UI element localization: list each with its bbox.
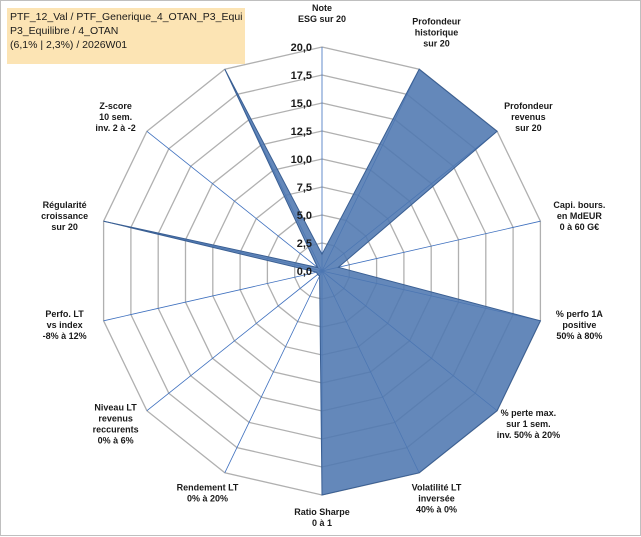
axis-label-11-line-2: sur 20 bbox=[51, 222, 78, 232]
axis-label-3-line-0: Capi. bours. bbox=[553, 200, 605, 210]
tick-label-7: 17,5 bbox=[291, 70, 312, 82]
title-line-2: P3_Equilibre / 4_OTAN bbox=[10, 24, 242, 38]
axis-label-4-line-0: % perfo 1A bbox=[556, 309, 604, 319]
title-line-1: PTF_12_Val / PTF_Generique_4_OTAN_P3_Equ… bbox=[10, 10, 242, 24]
axis-label-6-line-0: Volatilité LT bbox=[412, 483, 462, 493]
axis-label-1-line-1: historique bbox=[415, 27, 459, 37]
axis-label-2-line-2: sur 20 bbox=[515, 123, 542, 133]
axis-label-6-line-2: 40% à 0% bbox=[416, 505, 457, 515]
axis-label-1-line-2: sur 20 bbox=[423, 38, 450, 48]
axis-label-0-line-1: ESG sur 20 bbox=[298, 14, 346, 24]
axis-label-9-line-2: reccurents bbox=[93, 424, 139, 434]
axis-label-12-line-0: Z-score bbox=[99, 101, 132, 111]
axis-label-11-line-0: Régularité bbox=[43, 200, 87, 210]
axis-label-10-line-0: Perfo. LT bbox=[45, 309, 84, 319]
axis-label-10-line-2: -8% à 12% bbox=[43, 331, 87, 341]
axis-label-2-line-1: revenus bbox=[511, 112, 546, 122]
axis-label-8-line-1: 0% à 20% bbox=[187, 494, 228, 504]
axis-label-2-line-0: Profondeur bbox=[504, 101, 553, 111]
axis-label-6-line-1: inversée bbox=[418, 494, 455, 504]
tick-label-4: 10,0 bbox=[291, 154, 312, 166]
axis-label-12-line-2: inv. 2 à -2 bbox=[95, 123, 135, 133]
tick-label-6: 15,0 bbox=[291, 98, 312, 110]
axis-label-7-line-0: Ratio Sharpe bbox=[294, 507, 350, 517]
tick-label-1: 2,5 bbox=[297, 238, 312, 250]
title-line-3: (6,1% | 2,3%) / 2026W01 bbox=[10, 38, 242, 52]
axis-label-5-line-2: inv. 50% à 20% bbox=[497, 430, 560, 440]
axis-label-9-line-0: Niveau LT bbox=[94, 402, 137, 412]
axis-label-9-line-3: 0% à 6% bbox=[98, 435, 134, 445]
axis-label-3-line-1: en MdEUR bbox=[557, 211, 603, 221]
tick-label-0: 0,0 bbox=[297, 266, 312, 278]
axis-label-5-line-1: sur 1 sem. bbox=[506, 419, 551, 429]
spoke-8 bbox=[225, 271, 322, 473]
axis-label-8-line-0: Rendement LT bbox=[177, 483, 239, 493]
axis-label-5-line-0: % perte max. bbox=[501, 408, 557, 418]
axis-label-0-line-0: Note bbox=[312, 3, 332, 13]
axis-label-4-line-2: 50% à 80% bbox=[556, 331, 602, 341]
radial-tick-labels: 0,0 2,5 5,0 7,5 10,0 12,5 15,0 17,5 20,0 bbox=[291, 42, 312, 278]
axis-label-12-line-1: 10 sem. bbox=[99, 112, 132, 122]
axis-label-5: % perte max.sur 1 sem.inv. 50% à 20% bbox=[497, 408, 560, 440]
axis-label-1-line-0: Profondeur bbox=[412, 16, 461, 26]
axis-label-3-line-2: 0 à 60 G€ bbox=[560, 222, 600, 232]
tick-label-2: 5,0 bbox=[297, 210, 312, 222]
axis-label-9-line-1: revenus bbox=[98, 413, 133, 423]
tick-label-5: 12,5 bbox=[291, 126, 312, 138]
tick-label-3: 7,5 bbox=[297, 182, 312, 194]
axis-label-4-line-1: positive bbox=[562, 320, 596, 330]
chart-title-box: PTF_12_Val / PTF_Generique_4_OTAN_P3_Equ… bbox=[7, 8, 245, 64]
tick-label-8: 20,0 bbox=[291, 42, 312, 54]
axis-label-11-line-1: croissance bbox=[41, 211, 88, 221]
axis-label-10-line-1: vs index bbox=[47, 320, 83, 330]
axis-label-7-line-1: 0 à 1 bbox=[312, 518, 332, 528]
